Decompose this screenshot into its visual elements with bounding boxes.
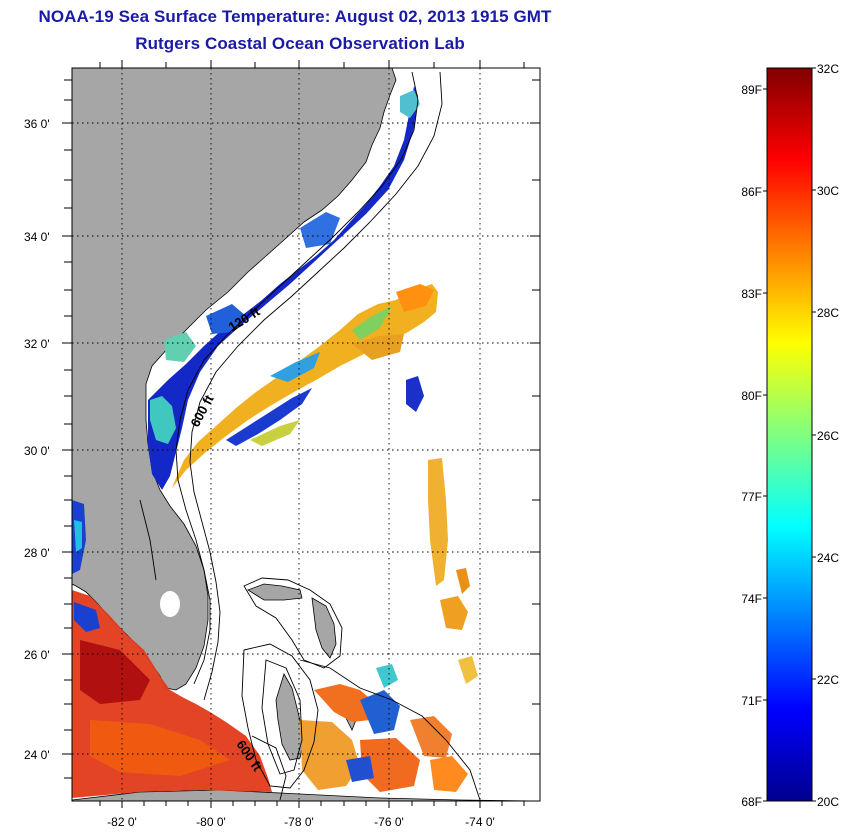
grid-lines [72,68,540,801]
map-frame [71,67,541,802]
land-cuba-north [72,789,540,801]
lon-label-74: -74 0' [465,815,495,829]
bathymetry-contours [139,71,481,801]
lat-label-36: 36 0' [24,117,50,131]
sst-data [72,86,478,798]
land-grand-bahama [247,583,303,601]
lon-label-82: -82 0' [107,815,137,829]
lon-label-80: -80 0' [196,815,226,829]
lat-label-32: 32 0' [24,337,50,351]
map-content: 120 ft 600 ft 600 ft [72,68,540,801]
lat-label-30: 30 0' [24,444,50,458]
land-abaco-island [311,597,337,659]
lat-label-26: 26 0' [24,648,50,662]
lake-okeechobee [160,591,180,617]
lat-label-24: 24 0' [24,748,50,762]
lon-label-78: -78 0' [284,815,314,829]
map-subtitle: Rutgers Coastal Ocean Observation Lab [135,34,465,53]
land-andros-island [275,672,305,761]
lon-label-76: -76 0' [374,815,404,829]
lat-label-28: 28 0' [24,546,50,560]
tick-marks [62,60,540,808]
lat-label-34: 34 0' [24,230,50,244]
map-title: NOAA-19 Sea Surface Temperature: August … [38,7,552,26]
